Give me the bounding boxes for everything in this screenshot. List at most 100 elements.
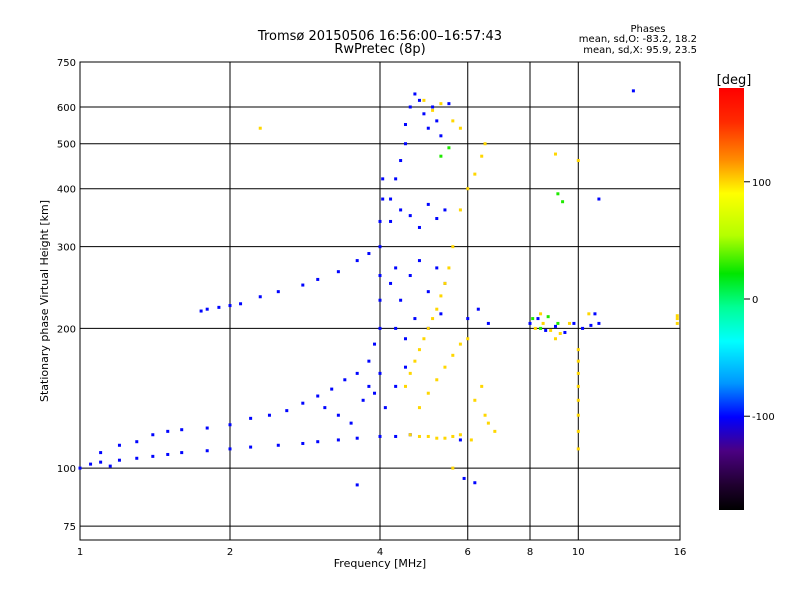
- data-point: [258, 295, 262, 299]
- stats-line-o: mean, sd,O: -83.2, 18.2: [579, 34, 697, 45]
- data-point: [483, 142, 487, 146]
- data-point: [205, 307, 209, 311]
- data-point: [473, 481, 477, 485]
- data-point: [466, 317, 470, 321]
- data-point: [378, 298, 382, 302]
- data-point: [367, 359, 371, 363]
- x-tick-label: 1: [77, 547, 83, 558]
- data-point: [576, 359, 580, 363]
- data-point: [180, 428, 184, 432]
- data-point: [458, 342, 462, 346]
- x-tick-label: 2: [227, 547, 233, 558]
- data-point: [228, 423, 232, 427]
- data-point: [78, 466, 82, 470]
- data-point: [166, 452, 170, 456]
- data-point: [458, 433, 462, 437]
- data-point: [378, 245, 382, 249]
- y-tick-label: 100: [57, 464, 76, 475]
- colorbar: [719, 88, 744, 510]
- data-point: [394, 266, 398, 270]
- data-point: [593, 312, 597, 316]
- chart-title: Tromsø 20150506 16:56:00–16:57:43: [257, 29, 502, 44]
- data-point: [323, 406, 327, 410]
- colorbar-label: [deg]: [717, 73, 752, 88]
- data-point: [249, 445, 253, 449]
- data-point: [435, 436, 439, 440]
- y-tick-label: 600: [57, 103, 76, 114]
- data-point: [567, 321, 571, 325]
- data-point: [483, 413, 487, 417]
- data-point: [394, 384, 398, 388]
- data-point: [563, 330, 567, 334]
- data-point: [403, 337, 407, 341]
- data-point: [135, 456, 139, 460]
- data-point: [349, 421, 353, 425]
- data-point: [587, 312, 591, 316]
- y-tick-label: 200: [57, 324, 76, 335]
- data-point: [546, 315, 550, 319]
- data-point: [413, 359, 417, 363]
- data-point: [528, 321, 532, 325]
- data-point: [205, 449, 209, 453]
- data-point: [466, 337, 470, 341]
- data-point: [408, 371, 412, 375]
- data-point: [558, 332, 562, 336]
- data-point: [576, 447, 580, 451]
- data-point: [285, 409, 289, 413]
- data-point: [531, 317, 535, 321]
- y-tick-labels: 75 100 200 300 400 500 600 750: [57, 58, 76, 533]
- colorbar-ticks: 100 0 -100: [744, 178, 775, 423]
- data-point: [458, 126, 462, 130]
- data-point: [99, 460, 103, 464]
- data-point: [383, 406, 387, 410]
- data-point: [422, 337, 426, 341]
- data-point: [276, 290, 280, 294]
- y-tick-label: 75: [63, 522, 76, 533]
- data-point: [431, 108, 435, 112]
- chart-subtitle: RwPretec (8p): [334, 42, 425, 57]
- data-point: [539, 312, 543, 316]
- data-point: [435, 217, 439, 221]
- y-tick-label: 400: [57, 185, 76, 196]
- data-point: [480, 154, 484, 158]
- data-point: [394, 434, 398, 438]
- data-point: [443, 281, 447, 285]
- data-point: [451, 466, 455, 470]
- data-point: [336, 413, 340, 417]
- data-point: [553, 337, 557, 341]
- data-points: [78, 89, 679, 487]
- data-point: [675, 321, 679, 325]
- data-point: [417, 225, 421, 229]
- data-point: [426, 434, 430, 438]
- data-point: [556, 192, 560, 196]
- data-point: [413, 92, 417, 96]
- data-point: [408, 105, 412, 109]
- data-point: [439, 134, 443, 138]
- data-point: [549, 328, 553, 332]
- data-point: [239, 302, 243, 306]
- data-point: [378, 219, 382, 223]
- data-point: [258, 126, 262, 130]
- data-point: [466, 187, 470, 191]
- data-point: [431, 105, 435, 109]
- data-point: [151, 454, 155, 458]
- data-point: [493, 429, 497, 433]
- x-tick-label: 16: [674, 547, 687, 558]
- data-point: [536, 317, 540, 321]
- data-point: [431, 317, 435, 321]
- data-point: [301, 401, 305, 405]
- data-point: [443, 365, 447, 369]
- data-point: [249, 416, 253, 420]
- colorbar-tick-label: 0: [752, 295, 758, 306]
- data-point: [117, 458, 121, 462]
- data-point: [276, 443, 280, 447]
- data-point: [301, 441, 305, 445]
- data-point: [539, 326, 543, 330]
- data-point: [533, 326, 537, 330]
- data-point: [443, 208, 447, 212]
- data-point: [378, 326, 382, 330]
- data-point: [373, 342, 377, 346]
- data-point: [561, 200, 565, 204]
- data-point: [597, 321, 601, 325]
